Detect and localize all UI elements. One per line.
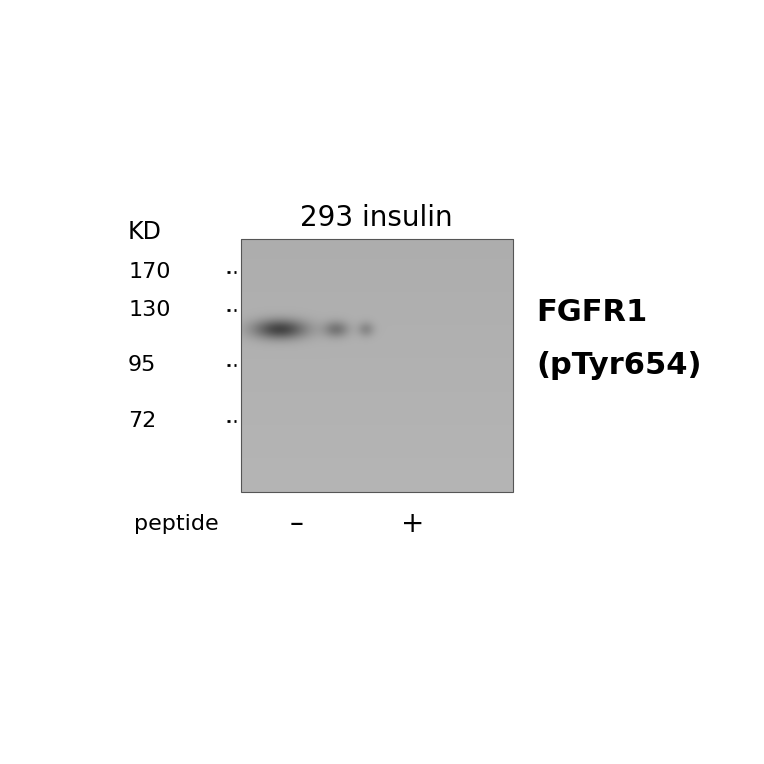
Text: 293 insulin: 293 insulin <box>300 204 453 232</box>
Text: peptide: peptide <box>134 514 219 534</box>
Text: 170: 170 <box>128 261 170 282</box>
Text: –: – <box>290 510 304 538</box>
Text: KD: KD <box>128 220 162 244</box>
Bar <box>241 238 513 492</box>
Text: (pTyr654): (pTyr654) <box>536 351 702 380</box>
Text: 130: 130 <box>128 299 170 319</box>
Text: FGFR1: FGFR1 <box>536 298 648 327</box>
Text: +: + <box>400 510 424 538</box>
Text: 95: 95 <box>128 355 157 375</box>
Text: 72: 72 <box>128 411 157 431</box>
